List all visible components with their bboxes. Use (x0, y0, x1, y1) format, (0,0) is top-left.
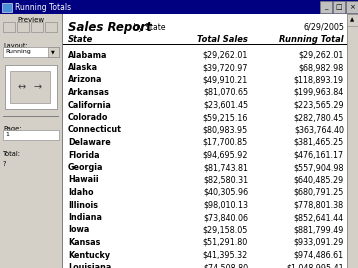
Text: $118,893.19: $118,893.19 (294, 76, 344, 84)
Text: →: → (34, 82, 42, 92)
Text: $51,291.80: $51,291.80 (203, 238, 248, 247)
Text: $1,048,995.41: $1,048,995.41 (286, 263, 344, 268)
Text: $974,486.61: $974,486.61 (294, 251, 344, 259)
Text: $73,840.06: $73,840.06 (203, 213, 248, 222)
Text: Page:: Page: (3, 126, 21, 132)
Bar (320, 1, 332, 13)
Text: Running: Running (5, 50, 31, 54)
Bar (3, 22, 15, 32)
Bar (62, 14, 63, 268)
Text: $39,720.97: $39,720.97 (203, 63, 248, 72)
Bar (0, 14, 62, 268)
Text: _: _ (324, 4, 328, 10)
Text: $68,982.98: $68,982.98 (299, 63, 344, 72)
Bar (333, 1, 345, 13)
Text: California: California (68, 100, 112, 110)
Text: $29,262.01: $29,262.01 (299, 50, 344, 59)
Text: State: State (68, 35, 93, 44)
Text: $640,485.29: $640,485.29 (294, 176, 344, 184)
Bar (3, 116, 59, 117)
Text: $557,904.98: $557,904.98 (294, 163, 344, 172)
Text: Florida: Florida (68, 151, 100, 159)
Bar (3, 130, 59, 140)
Text: Georgia: Georgia (68, 163, 103, 172)
Text: $80,983.95: $80,983.95 (203, 125, 248, 135)
Text: Iowa: Iowa (68, 225, 90, 234)
Text: $40,305.96: $40,305.96 (203, 188, 248, 197)
Text: $778,801.38: $778,801.38 (294, 200, 344, 210)
Text: Kansas: Kansas (68, 238, 100, 247)
Text: $17,700.85: $17,700.85 (203, 138, 248, 147)
Text: Alabama: Alabama (68, 50, 107, 59)
Text: $98,010.13: $98,010.13 (203, 200, 248, 210)
Text: ↔: ↔ (18, 82, 26, 92)
Text: Arkansas: Arkansas (68, 88, 110, 97)
Text: Total Sales: Total Sales (197, 35, 248, 44)
Text: $94,695.92: $94,695.92 (203, 151, 248, 159)
Text: $29,158.05: $29,158.05 (203, 225, 248, 234)
Text: $881,799.49: $881,799.49 (294, 225, 344, 234)
Text: $199,963.84: $199,963.84 (294, 88, 344, 97)
Text: ?: ? (3, 161, 6, 167)
Text: Preview: Preview (18, 17, 44, 23)
Text: $74,508.80: $74,508.80 (203, 263, 248, 268)
Bar (347, 14, 358, 268)
Text: Kentucky: Kentucky (68, 251, 110, 259)
Text: $81,743.81: $81,743.81 (203, 163, 248, 172)
Text: Delaware: Delaware (68, 138, 111, 147)
Bar (3, 47, 59, 57)
Bar (31, 22, 43, 32)
Text: ▲: ▲ (350, 17, 355, 23)
Text: $476,161.17: $476,161.17 (294, 151, 344, 159)
Text: Layout:: Layout: (3, 43, 28, 49)
Text: Sales Report: Sales Report (68, 20, 152, 34)
Text: Hawaii: Hawaii (68, 176, 98, 184)
Text: ×: × (349, 4, 355, 10)
Bar (2, 3, 12, 12)
Text: Total:: Total: (3, 151, 21, 157)
Text: $29,262.01: $29,262.01 (203, 50, 248, 59)
Text: $680,791.25: $680,791.25 (294, 188, 344, 197)
Text: $82,580.31: $82,580.31 (203, 176, 248, 184)
Text: Running Total: Running Total (279, 35, 344, 44)
Bar (17, 22, 29, 32)
Bar (63, 14, 347, 268)
Text: $223,565.29: $223,565.29 (293, 100, 344, 110)
Text: □: □ (336, 4, 342, 10)
Text: Louisiana: Louisiana (68, 263, 111, 268)
Text: Alaska: Alaska (68, 63, 98, 72)
Bar (346, 1, 358, 13)
Text: 6/29/2005: 6/29/2005 (303, 23, 344, 32)
Text: Colorado: Colorado (68, 113, 108, 122)
Bar (347, 14, 358, 26)
Bar (63, 44, 347, 45)
Text: ▼: ▼ (51, 50, 55, 54)
Text: $363,764.40: $363,764.40 (294, 125, 344, 135)
Bar (45, 22, 57, 32)
Bar (0, 0, 358, 14)
Text: Running Totals: Running Totals (15, 2, 71, 12)
Text: $81,070.65: $81,070.65 (203, 88, 248, 97)
Text: by State: by State (131, 23, 165, 32)
Bar (48, 47, 59, 57)
Text: $49,910.21: $49,910.21 (203, 76, 248, 84)
Text: Illinois: Illinois (68, 200, 98, 210)
Text: $852,641.44: $852,641.44 (294, 213, 344, 222)
Bar (5, 65, 57, 109)
Text: Arizona: Arizona (68, 76, 102, 84)
Text: Connecticut: Connecticut (68, 125, 122, 135)
Text: $59,215.16: $59,215.16 (203, 113, 248, 122)
Text: $381,465.25: $381,465.25 (294, 138, 344, 147)
Text: $41,395.32: $41,395.32 (203, 251, 248, 259)
Bar (10, 71, 50, 103)
Text: $282,780.45: $282,780.45 (294, 113, 344, 122)
Text: Idaho: Idaho (68, 188, 93, 197)
Text: Indiana: Indiana (68, 213, 102, 222)
Text: $933,091.29: $933,091.29 (294, 238, 344, 247)
Text: 1: 1 (5, 132, 9, 137)
Text: $23,601.45: $23,601.45 (203, 100, 248, 110)
